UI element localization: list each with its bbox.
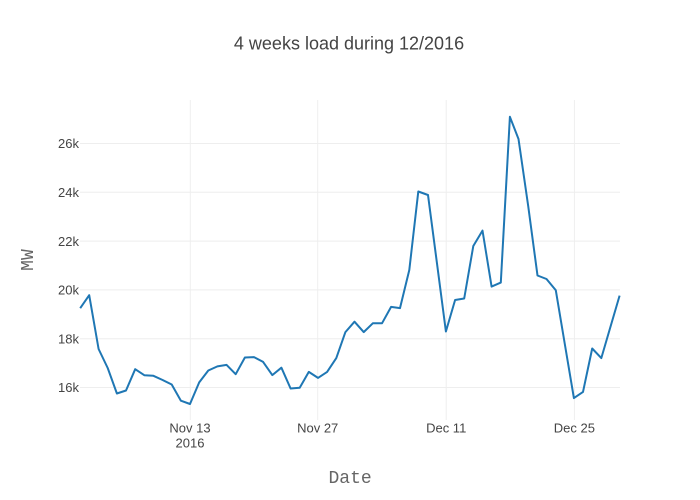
- svg-text:20k: 20k: [58, 283, 79, 298]
- svg-text:Nov 27: Nov 27: [297, 421, 338, 436]
- svg-text:4 weeks load during 12/2016: 4 weeks load during 12/2016: [234, 33, 464, 53]
- svg-text:18k: 18k: [58, 331, 79, 346]
- svg-text:Nov 13: Nov 13: [169, 421, 210, 436]
- svg-text:Dec 11: Dec 11: [426, 421, 466, 436]
- svg-text:24k: 24k: [58, 185, 79, 200]
- svg-text:2016: 2016: [176, 435, 205, 450]
- svg-text:16k: 16k: [58, 380, 79, 395]
- svg-text:MW: MW: [19, 249, 39, 271]
- svg-text:22k: 22k: [58, 234, 79, 249]
- svg-text:Date: Date: [328, 469, 371, 489]
- svg-text:26k: 26k: [58, 136, 79, 151]
- svg-text:Dec 25: Dec 25: [554, 421, 595, 436]
